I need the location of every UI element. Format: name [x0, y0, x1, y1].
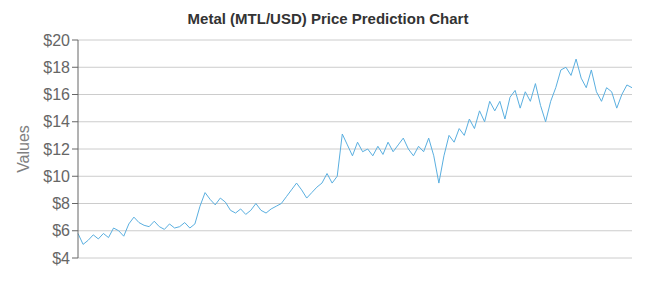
- svg-text:$6: $6: [52, 222, 70, 239]
- svg-text:$10: $10: [43, 168, 70, 185]
- svg-text:$12: $12: [43, 141, 70, 158]
- svg-text:$20: $20: [43, 32, 70, 49]
- svg-text:$8: $8: [52, 195, 70, 212]
- svg-text:Values: Values: [15, 125, 32, 173]
- svg-text:$16: $16: [43, 86, 70, 103]
- svg-text:$4: $4: [52, 250, 70, 267]
- html-text:Metal (MTL/USD) Price Predicti: Metal (MTL/USD) Price Prediction Chart: [187, 10, 469, 27]
- svg-text:$14: $14: [43, 113, 70, 130]
- svg-text:$18: $18: [43, 59, 70, 76]
